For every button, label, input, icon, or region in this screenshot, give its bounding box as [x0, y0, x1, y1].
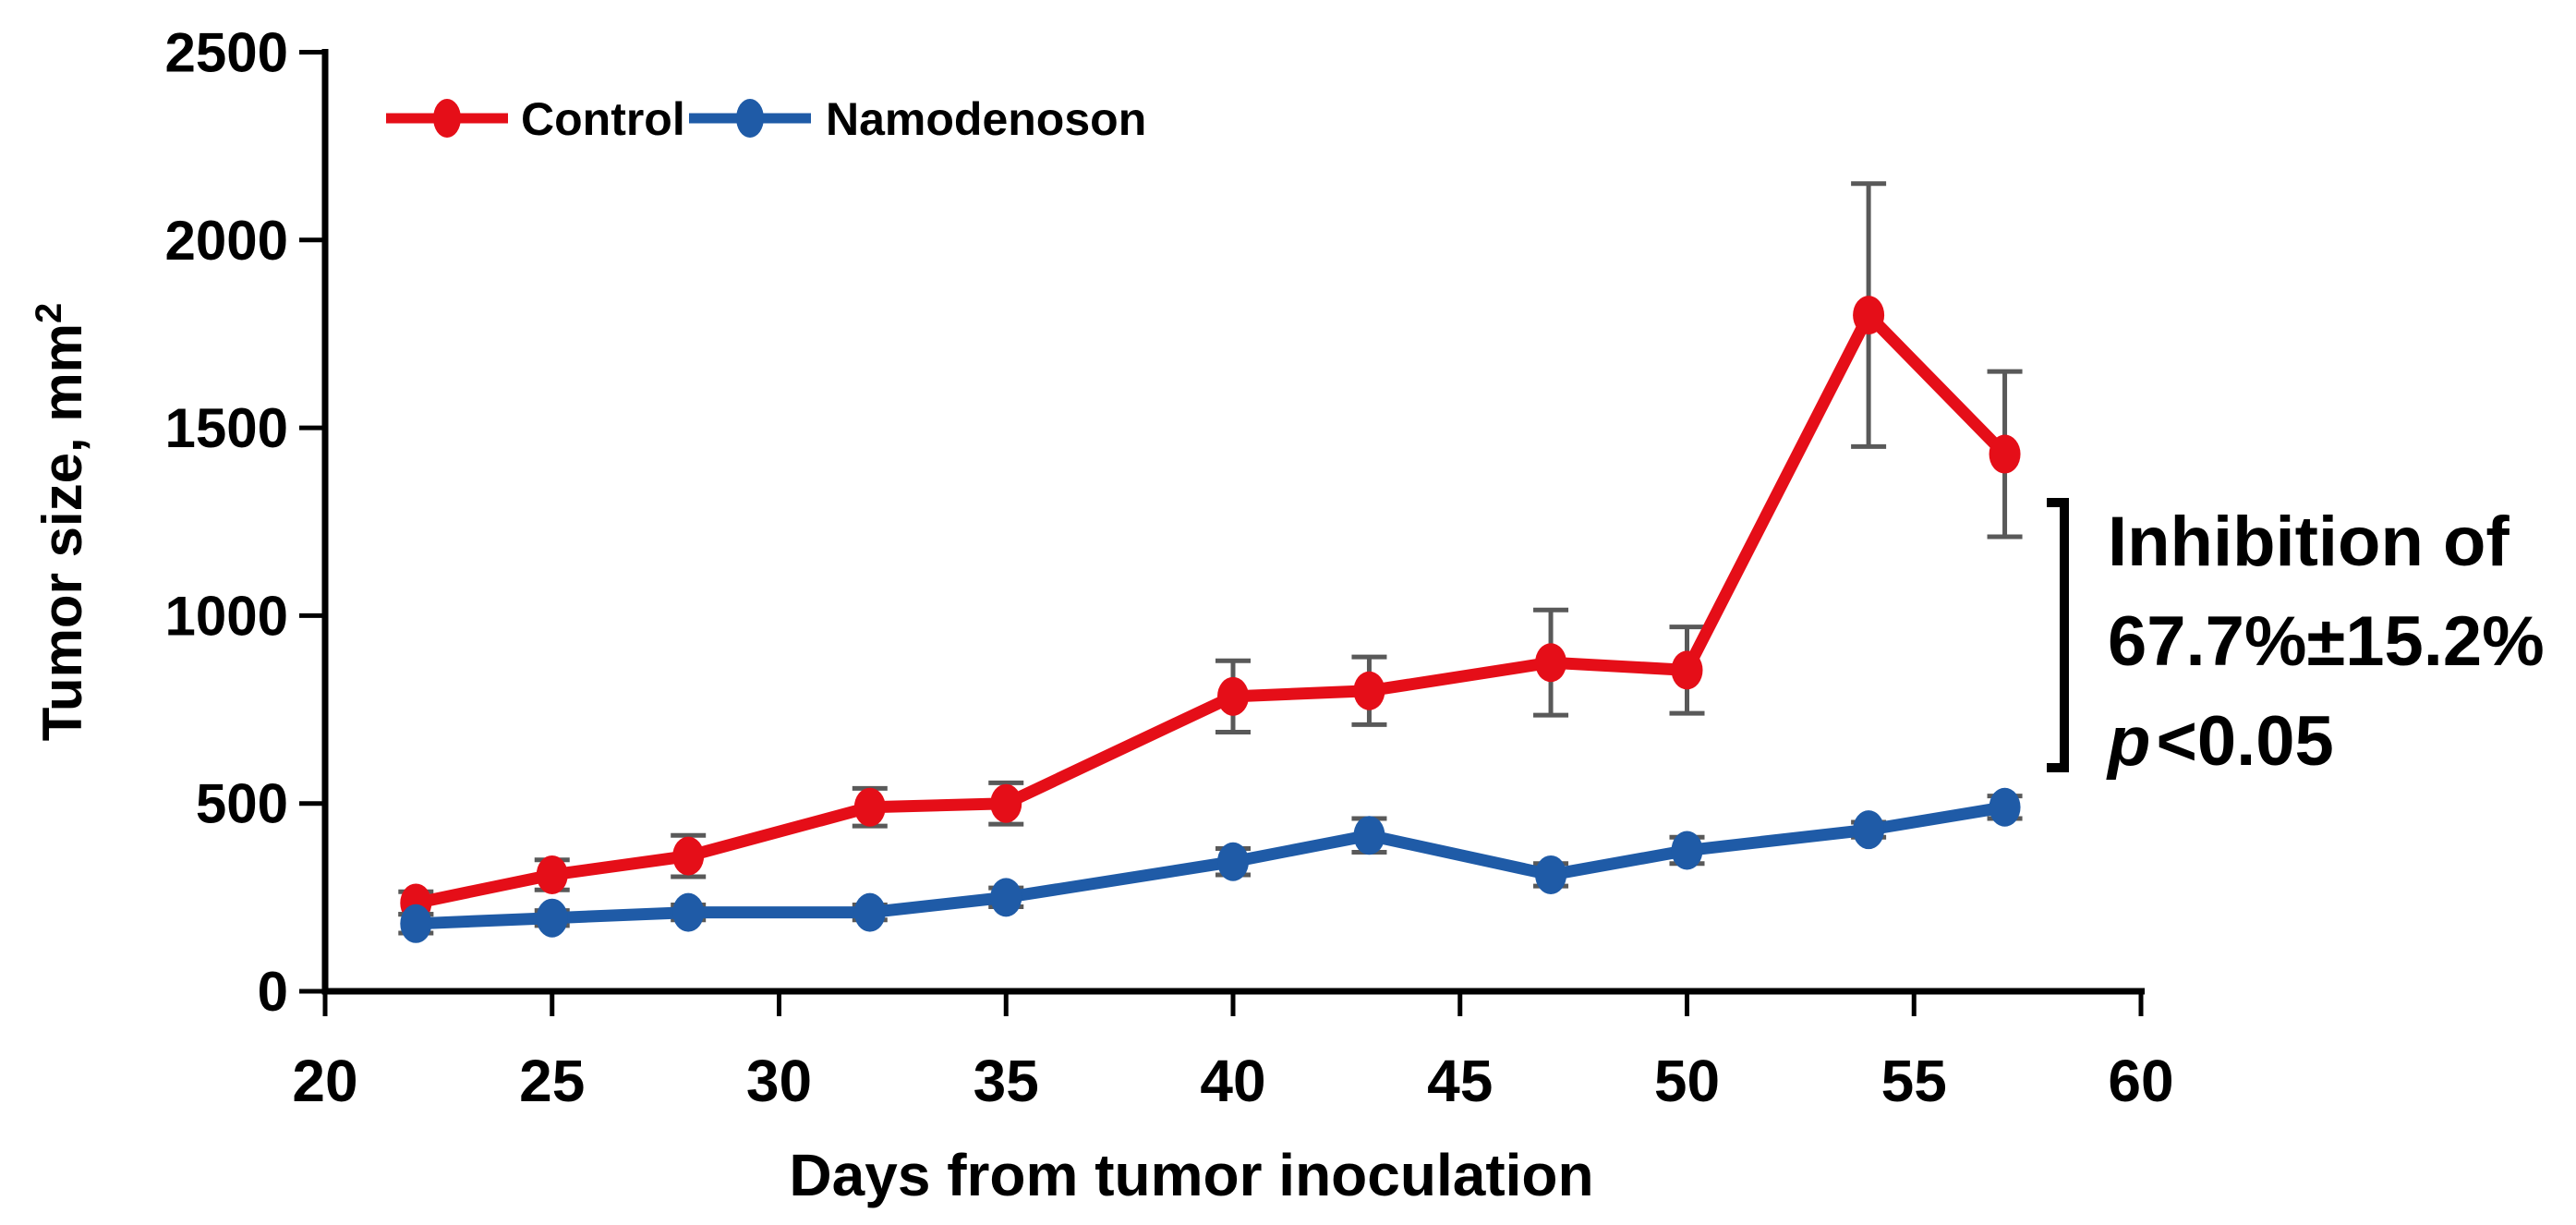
annotation-line1: Inhibition of: [2108, 503, 2509, 581]
control-data-point-marker: [1989, 434, 2021, 474]
control-data-point-marker: [990, 783, 1022, 823]
annotation-p-symbol: p: [2106, 702, 2150, 781]
x-tick-label: 20: [292, 1048, 357, 1114]
namodenoson-series: [398, 787, 2023, 943]
control-data-point-marker: [1217, 676, 1249, 716]
namodenoson-data-point-marker: [853, 892, 886, 932]
namodenoson-data-point-marker: [672, 892, 705, 932]
control-data-point-marker: [672, 836, 705, 876]
x-tick-label: 25: [519, 1048, 585, 1114]
x-tick-label: 45: [1427, 1048, 1493, 1114]
annotation: Inhibition of 67.7%±15.2% p<0.05: [2106, 503, 2545, 781]
x-tick-label: 30: [746, 1048, 812, 1114]
annotation-line3: p<0.05: [2106, 702, 2334, 781]
y-axis-title-superscript: 2: [29, 303, 69, 323]
control-error-bars: [398, 181, 2023, 917]
x-tick-label: 60: [2108, 1048, 2173, 1114]
control-data-point-marker: [1853, 296, 1885, 335]
y-axis-title: Tumor size, mm2: [29, 303, 93, 742]
namodenoson-data-point-marker: [1535, 855, 1567, 894]
control-data-point-marker: [1353, 671, 1385, 710]
y-tick-label: 1500: [165, 397, 288, 459]
x-tick-label: 50: [1654, 1048, 1720, 1114]
tick-labels: 0 500 1000 1500 2000 2500 20 25 30 35 40 45 50 55 60: [165, 22, 2174, 1115]
namodenoson-data-point-marker: [1217, 842, 1249, 881]
control-data-point-marker: [1535, 643, 1567, 683]
namodenoson-data-point-marker: [1989, 787, 2021, 827]
namodenoson-data-point-marker: [1353, 816, 1385, 855]
legend-control-marker-icon: [433, 99, 461, 138]
x-tick-label: 35: [974, 1048, 1039, 1114]
legend-namodenoson-marker-icon: [736, 99, 764, 138]
namodenoson-data-point-marker: [990, 878, 1022, 917]
control-series: [398, 181, 2023, 923]
y-tick-label: 2500: [165, 22, 288, 84]
x-tick-label: 40: [1200, 1048, 1265, 1114]
y-tick-label: 2000: [165, 210, 288, 272]
legend-control-label: Control: [521, 93, 685, 145]
axes: [299, 49, 2145, 1016]
namodenoson-data-point-marker: [536, 898, 568, 938]
namodenoson-data-point-marker: [1671, 831, 1703, 870]
y-tick-label: 0: [258, 961, 288, 1023]
legend: Control Namodenoson: [386, 93, 1146, 145]
control-line: [409, 309, 2012, 909]
control-data-point-marker: [853, 787, 886, 827]
control-data-point-marker: [1671, 650, 1703, 690]
y-tick-label: 1000: [165, 585, 288, 647]
control-data-point-marker: [536, 855, 568, 894]
y-axis-title-text: Tumor size, mm: [31, 323, 93, 741]
x-axis-title: Days from tumor inoculation: [789, 1142, 1593, 1208]
annotation-bracket: [2047, 498, 2069, 772]
x-tick-label: 55: [1881, 1048, 1947, 1114]
annotation-p-value: <0.05: [2156, 702, 2333, 781]
annotation-line2: 67.7%±15.2%: [2108, 602, 2545, 681]
namodenoson-data-point-marker: [1853, 810, 1885, 850]
series-layer: [398, 181, 2023, 943]
legend-namodenoson-label: Namodenoson: [826, 93, 1146, 145]
namodenoson-data-point-marker: [400, 904, 432, 943]
y-tick-label: 500: [196, 773, 288, 835]
